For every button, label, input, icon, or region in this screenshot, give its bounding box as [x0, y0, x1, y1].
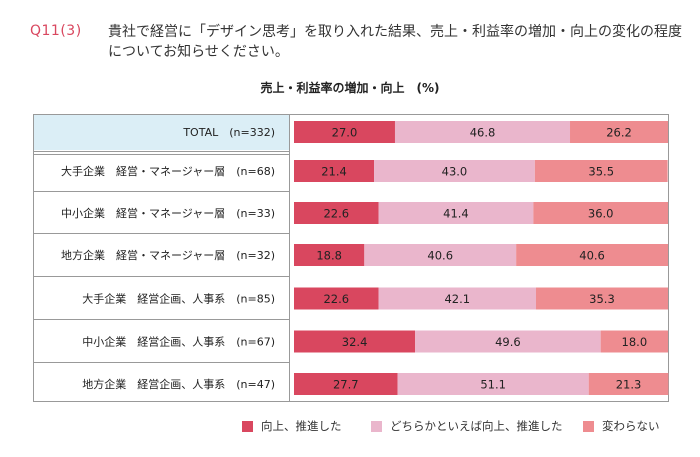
data-label: 22.6: [323, 207, 349, 221]
bar-segment-somewhat: [374, 160, 535, 182]
question-number: Q11(3): [30, 23, 82, 39]
chart-frame: [33, 114, 669, 402]
category-label: 大手企業 経営企画、人事系 (n=85): [82, 292, 275, 306]
question-text: 貴社で経営に「デザイン思考」を取り入れた結果、売上・利益率の増加・向上の変化の程…: [108, 24, 682, 60]
data-label: 49.6: [495, 335, 521, 349]
bar-segment-unchanged: [516, 244, 668, 266]
total-row-background: [33, 114, 289, 150]
legend-swatch-unchanged: [583, 420, 594, 432]
bar-segment-improved: [294, 121, 395, 143]
data-label: 40.6: [427, 249, 453, 263]
data-label: 35.3: [589, 292, 615, 306]
category-label: 中小企業 経営・マネージャー層 (n=33): [61, 206, 275, 220]
bar-segment-improved: [294, 244, 365, 266]
bar-segment-improved: [294, 202, 379, 224]
legend-label-improved: 向上、推進した: [261, 419, 342, 433]
bar-segment-improved: [294, 287, 379, 310]
bar-segment-improved: [294, 160, 375, 182]
data-label: 40.6: [579, 249, 605, 263]
data-label: 22.6: [323, 292, 349, 306]
bar-segment-somewhat: [394, 121, 571, 143]
bar-segment-improved: [294, 330, 416, 353]
data-label: 42.1: [444, 292, 470, 306]
data-label: 18.8: [316, 249, 342, 263]
category-label: 地方企業 経営・マネージャー層 (n=32): [61, 248, 275, 262]
legend-swatch-improved: [242, 420, 253, 432]
data-label: 21.3: [616, 378, 642, 392]
category-label: 大手企業 経営・マネージャー層 (n=68): [61, 164, 275, 178]
data-label: 41.4: [443, 207, 469, 221]
legend-swatch-somewhat: [371, 420, 382, 432]
bar-segment-somewhat: [397, 373, 589, 395]
bar-segment-somewhat: [378, 202, 534, 224]
data-label: 36.0: [588, 207, 614, 221]
data-label: 46.8: [470, 126, 496, 140]
bar-segment-unchanged: [588, 373, 669, 395]
bar-segment-unchanged: [534, 160, 668, 182]
bar-segment-unchanged: [600, 330, 668, 353]
bar-segment-unchanged: [535, 287, 668, 310]
legend-label-somewhat: どちらかといえば向上、推進した: [390, 419, 563, 433]
bar-segment-somewhat: [378, 287, 536, 310]
data-label: 51.1: [480, 378, 506, 392]
bar-segment-improved: [294, 373, 398, 395]
legend-label-unchanged: 変わらない: [602, 419, 660, 433]
chart-title: 売上・利益率の増加・向上 (%): [260, 81, 440, 95]
legend-item-somewhat: どちらかといえば向上、推進した: [371, 418, 563, 434]
data-label: 35.5: [588, 165, 614, 179]
bar-segment-unchanged: [570, 121, 668, 143]
data-label: 27.7: [333, 378, 359, 392]
data-label: 43.0: [442, 165, 468, 179]
data-label: 27.0: [332, 126, 358, 140]
bar-segment-somewhat: [415, 330, 601, 353]
data-label: 21.4: [321, 165, 347, 179]
legend-item-improved: 向上、推進した: [242, 418, 342, 434]
bar-segment-unchanged: [533, 202, 668, 224]
data-label: 26.2: [606, 126, 632, 140]
bar-segment-somewhat: [364, 244, 517, 266]
category-label: 中小企業 経営企画、人事系 (n=67): [82, 335, 275, 349]
data-label: 18.0: [622, 335, 648, 349]
category-label: 地方企業 経営企画、人事系 (n=47): [82, 377, 275, 391]
legend-item-unchanged: 変わらない: [583, 418, 660, 434]
category-label: TOTAL (n=332): [182, 126, 275, 139]
data-label: 32.4: [342, 335, 368, 349]
